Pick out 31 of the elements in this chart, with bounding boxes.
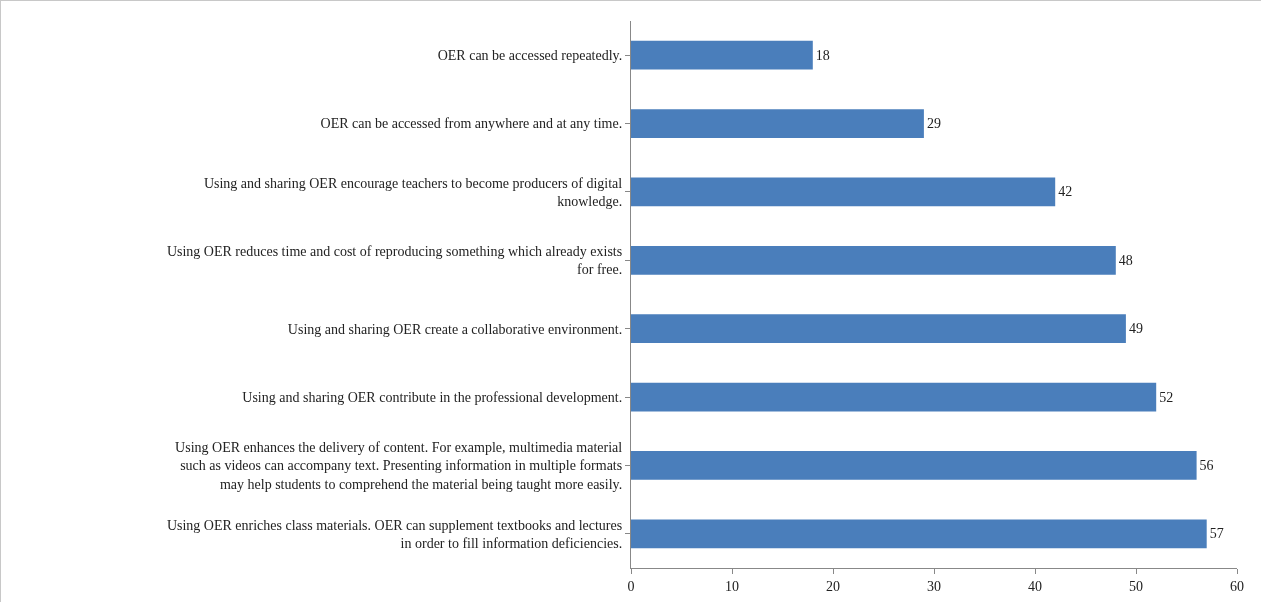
y-tick-label: Using and sharing OER encourage teachers to become producers of digital knowledge. bbox=[203, 175, 623, 209]
y-tick-label: Using OER enhances the delivery of content. For example, multimedia material such as videos can accompany text. Presenting information in multiple formats may help students to comprehend the material being taught more easily. bbox=[175, 440, 623, 492]
bar bbox=[631, 519, 1207, 549]
y-tick-label: Using and sharing OER create a collaborative environment. bbox=[287, 321, 623, 337]
y-tick-label: OER can be accessed from anywhere and at any time. bbox=[320, 116, 623, 132]
data-label: 18 bbox=[815, 47, 830, 63]
x-tick-label: 60 bbox=[1230, 578, 1244, 594]
bar bbox=[631, 177, 1056, 207]
x-tick-label: 20 bbox=[826, 578, 840, 594]
x-tick-label: 50 bbox=[1129, 578, 1143, 594]
y-tick-label: Using OER enriches class materials. OER can supplement textbooks and lectures in order to fill information deficiencies. bbox=[166, 517, 623, 551]
data-label: 29 bbox=[926, 116, 941, 132]
data-label: 57 bbox=[1209, 526, 1224, 542]
x-tick-label: 10 bbox=[725, 578, 739, 594]
bar bbox=[631, 314, 1126, 344]
data-label: 52 bbox=[1159, 389, 1174, 405]
y-tick-label: Using and sharing OER contribute in the professional development. bbox=[242, 389, 623, 405]
y-tick-label: Using OER reduces time and cost of reproducing something which already exists for free. bbox=[166, 244, 623, 278]
bar bbox=[631, 40, 813, 70]
x-tick-label: 40 bbox=[1028, 578, 1042, 594]
data-label: 49 bbox=[1128, 321, 1143, 337]
data-label: 48 bbox=[1118, 252, 1133, 268]
data-label: 42 bbox=[1058, 184, 1073, 200]
bar bbox=[631, 245, 1116, 275]
data-label: 56 bbox=[1199, 457, 1214, 473]
x-tick-label: 30 bbox=[927, 578, 941, 594]
bar bbox=[631, 382, 1157, 412]
bar bbox=[631, 451, 1197, 480]
bar bbox=[631, 109, 924, 138]
y-tick-label: OER can be accessed repeatedly. bbox=[437, 48, 623, 64]
x-tick-label: 0 bbox=[627, 578, 635, 594]
